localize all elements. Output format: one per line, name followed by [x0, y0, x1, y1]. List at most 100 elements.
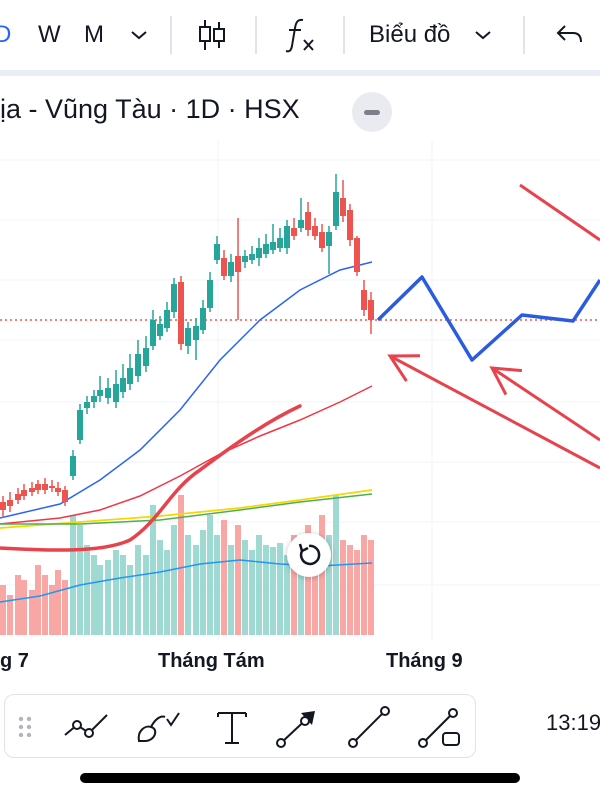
volume-bar [157, 540, 163, 635]
volume-bar [214, 535, 220, 635]
candle-body [235, 256, 241, 272]
arrow-icon[interactable] [275, 705, 319, 749]
drawing-toolbar: 13:19 [0, 690, 600, 760]
ma-line-green [0, 493, 373, 525]
drag-handle-icon[interactable] [11, 705, 55, 749]
candle-body [270, 242, 276, 250]
toolbar-divider [523, 16, 525, 54]
candle-body [49, 486, 55, 488]
volume-bar [135, 545, 141, 635]
candle-body [221, 258, 227, 276]
volume-bar [347, 545, 353, 635]
candle-body [35, 484, 41, 490]
candle-body [62, 490, 68, 502]
volume-bar [235, 525, 241, 635]
candle-body [249, 254, 255, 260]
candle-body [368, 300, 374, 320]
chevron-down-icon[interactable] [128, 20, 150, 60]
home-indicator[interactable] [80, 773, 520, 783]
candle-body [284, 226, 290, 248]
volume-bar [298, 540, 304, 635]
toolbar-divider [170, 16, 172, 54]
interval-d-button[interactable]: D [0, 21, 12, 48]
candle-body [171, 284, 177, 312]
volume-bar [164, 550, 170, 635]
volume-bar [263, 545, 269, 635]
volume-bar [35, 565, 41, 635]
volume-bar [15, 575, 21, 635]
volume-bar [171, 525, 177, 635]
volume-bar [277, 543, 283, 635]
candle-body [354, 238, 360, 272]
volume-bar [200, 530, 206, 635]
callout-line-icon[interactable] [415, 705, 460, 749]
candlestick-icon[interactable] [196, 18, 228, 62]
volume-bar [143, 555, 149, 635]
symbol-title[interactable]: ịa - Vũng Tàu · 1D · HSX [0, 94, 300, 124]
price-chart[interactable] [0, 140, 600, 640]
candle-body [305, 212, 311, 230]
volume-bar [77, 525, 83, 635]
volume-bar [368, 540, 374, 635]
candle-body [135, 354, 141, 376]
toolbar-divider [255, 16, 257, 54]
arrow-line [389, 354, 600, 470]
text-icon[interactable] [210, 705, 254, 749]
time-tick: Tháng Tám [158, 650, 265, 672]
candle-body [263, 244, 269, 254]
drawing-tools-panel [4, 694, 476, 758]
volume-bar [91, 555, 97, 635]
interval-w-button[interactable]: W [38, 21, 61, 48]
volume-bar [178, 495, 184, 635]
volume-bar [312, 545, 318, 635]
candle-body [277, 238, 283, 248]
candle-body [333, 192, 339, 226]
line-icon[interactable] [345, 705, 390, 749]
candle-body [298, 220, 304, 228]
volume-bar [228, 545, 234, 635]
ma-line-red [0, 385, 373, 525]
candle-body [55, 488, 61, 492]
volume-bar [305, 525, 311, 635]
volume-bar [270, 547, 276, 635]
volume-bar [42, 575, 48, 635]
candle-body [312, 226, 318, 236]
candle-body [15, 494, 21, 500]
arrow-head [489, 366, 523, 396]
volume-bar [354, 550, 360, 635]
volume-bar [113, 550, 119, 635]
volume-bar [361, 535, 367, 635]
candle-body [70, 456, 76, 476]
volume-bar [84, 545, 90, 635]
volume-bar [29, 590, 35, 635]
time-tick: g 7 [0, 650, 29, 672]
candle-body [214, 244, 220, 260]
chart-type-button[interactable]: Biểu đồ [369, 21, 451, 48]
fx-icon[interactable] [283, 16, 317, 64]
candle-body [178, 282, 184, 344]
candle-body [143, 348, 149, 366]
brush-icon[interactable] [133, 705, 180, 749]
toolbar-divider [343, 16, 345, 54]
volume-bar [49, 585, 55, 635]
candle-body [77, 410, 83, 440]
interval-m-button[interactable]: M [84, 21, 104, 48]
chart-toolbar: D W M Biểu đồ [0, 0, 600, 76]
candle-body [7, 500, 13, 506]
volume-bar [291, 535, 297, 635]
candle-body [84, 402, 90, 408]
candle-body [150, 320, 156, 346]
candle-body [21, 490, 27, 496]
volume-bar [242, 540, 248, 635]
candle-body [185, 328, 191, 346]
candle-body [291, 228, 297, 236]
chevron-down-icon[interactable] [472, 20, 494, 60]
reset-icon[interactable] [287, 533, 331, 577]
volume-bar [340, 540, 346, 635]
collapse-legend-button[interactable] [352, 92, 392, 132]
clock-label: 13:19 [546, 710, 600, 735]
candle-body [0, 502, 6, 510]
undo-icon[interactable] [553, 20, 585, 60]
trendline-icon[interactable] [63, 705, 108, 749]
volume-bars [0, 495, 374, 635]
